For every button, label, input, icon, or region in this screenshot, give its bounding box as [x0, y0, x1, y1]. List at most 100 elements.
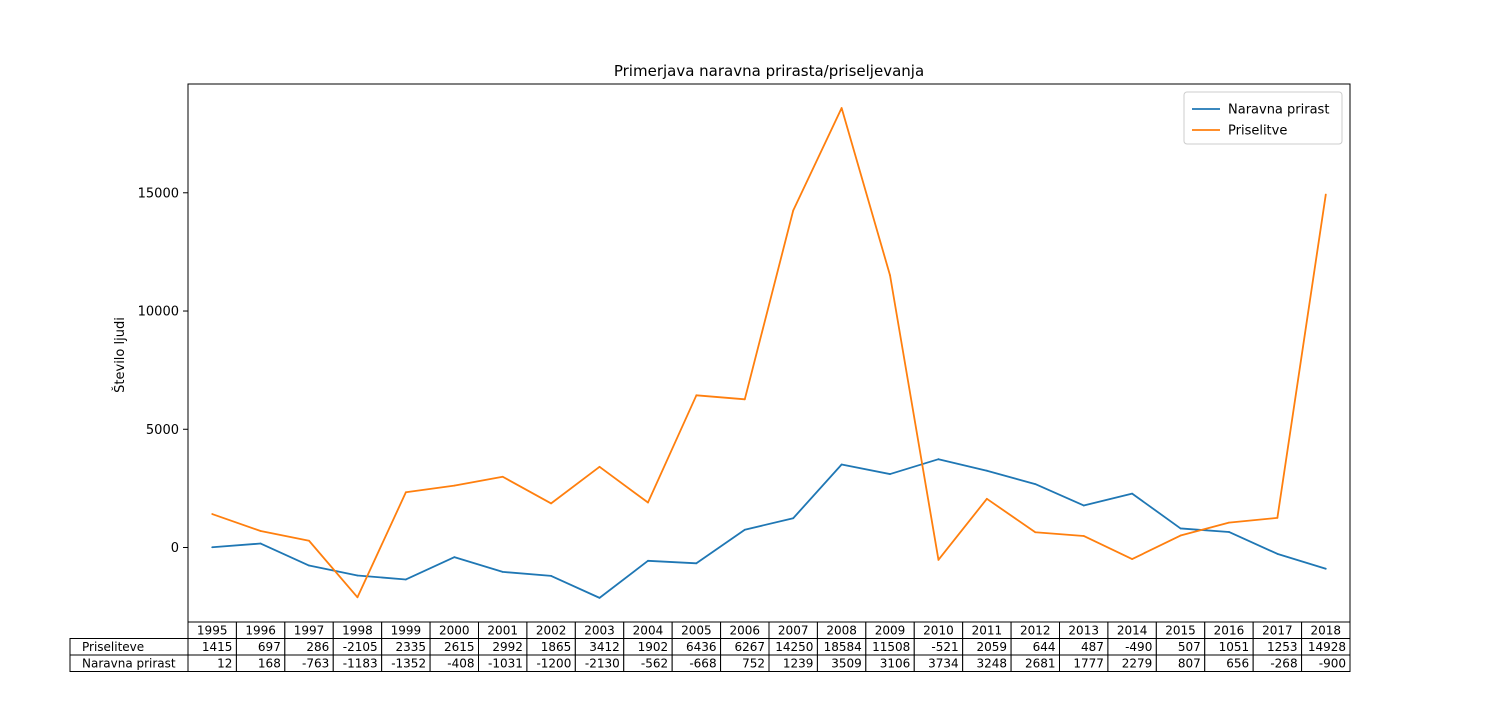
table-header-cell: 1998 — [342, 624, 373, 638]
data-point — [1179, 534, 1182, 537]
table-value-cell: 2615 — [444, 640, 475, 654]
table-header-cell: 2014 — [1117, 624, 1148, 638]
table-value-cell: -1352 — [391, 657, 426, 671]
table-value-cell: -2105 — [343, 640, 378, 654]
table-header-cell: 2002 — [536, 624, 567, 638]
table-value-cell: 1415 — [202, 640, 233, 654]
data-point — [1034, 531, 1037, 534]
y-tick-label: 5000 — [146, 423, 179, 438]
data-point — [1034, 483, 1037, 486]
table-header-cell: 2001 — [487, 624, 518, 638]
table-row-label: Naravna prirast — [82, 657, 176, 671]
table-value-cell: 3509 — [831, 657, 862, 671]
table-value-cell: -763 — [302, 657, 329, 671]
table-value-cell: 1239 — [783, 657, 814, 671]
table-value-cell: 807 — [1178, 657, 1201, 671]
data-point — [356, 596, 359, 599]
legend-label-0: Naravna prirast — [1228, 103, 1329, 118]
table-value-cell: 507 — [1178, 640, 1201, 654]
table-header-cell: 1997 — [294, 624, 325, 638]
table-row-label: Priseliteve — [82, 640, 144, 654]
table-header-cell: 2010 — [923, 624, 954, 638]
data-point — [937, 458, 940, 461]
table-header-cell: 2017 — [1262, 624, 1293, 638]
table-value-cell: 1777 — [1073, 657, 1104, 671]
data-point — [453, 556, 456, 559]
table-value-cell: 14928 — [1308, 640, 1346, 654]
table-header-cell: 2007 — [778, 624, 809, 638]
table-value-cell: 1051 — [1219, 640, 1250, 654]
table-header-cell: 2013 — [1068, 624, 1099, 638]
table-value-cell: 487 — [1081, 640, 1104, 654]
data-point — [259, 542, 262, 545]
data-point — [404, 491, 407, 494]
y-axis-label: Število ljudi — [112, 317, 128, 393]
table-value-cell: 12 — [217, 657, 232, 671]
data-table: 1995 1996 1997 1998 1999 2000 2001 2002 2003 2004… — [69, 621, 1351, 672]
data-point — [598, 596, 601, 599]
table-header-cell: 2003 — [584, 624, 615, 638]
y-axis: 0 5000 10000 15000 — [138, 186, 188, 556]
data-point — [743, 398, 746, 401]
table-value-cell: 11508 — [872, 640, 910, 654]
data-point — [501, 570, 504, 573]
data-point — [404, 578, 407, 581]
table-value-cell: -2130 — [585, 657, 620, 671]
data-point — [647, 501, 649, 504]
data-point — [308, 564, 310, 567]
data-point — [1276, 552, 1279, 555]
data-point — [647, 559, 649, 562]
table-header-cell: 2012 — [1020, 624, 1051, 638]
table-header-cell: 2015 — [1165, 624, 1196, 638]
table-value-cell: 3734 — [928, 657, 959, 671]
table-value-cell: 697 — [258, 640, 281, 654]
data-point — [1179, 527, 1182, 530]
table-header-cell: 2008 — [826, 624, 857, 638]
series-line-1 — [211, 107, 1327, 599]
table-header-cell: 1995 — [197, 624, 228, 638]
table-value-cell: -668 — [689, 657, 716, 671]
table-value-cell: 656 — [1226, 657, 1249, 671]
data-point — [695, 562, 698, 565]
data-point — [889, 274, 891, 277]
table-value-cell: -521 — [931, 640, 958, 654]
table-header-cell: 2000 — [439, 624, 470, 638]
y-tick-label: 15000 — [138, 186, 179, 201]
table-value-cell: 3106 — [880, 657, 911, 671]
table-value-cell: 2279 — [1122, 657, 1153, 671]
data-point — [985, 497, 988, 500]
table-header-cell: 2009 — [875, 624, 906, 638]
data-point — [743, 528, 746, 531]
data-point — [1228, 521, 1230, 524]
table-value-cell: -562 — [641, 657, 668, 671]
table-cell — [1301, 654, 1351, 672]
table-value-cell: 2059 — [977, 640, 1008, 654]
data-point — [840, 463, 843, 466]
series-line-0 — [212, 458, 1327, 599]
table-header-cell: 2011 — [972, 624, 1003, 638]
table-value-cell: 2681 — [1025, 657, 1056, 671]
table-value-cell: 644 — [1033, 640, 1056, 654]
data-point — [937, 558, 940, 561]
legend-box — [1183, 91, 1343, 145]
data-point — [985, 469, 988, 472]
table-value-cell: 14250 — [775, 640, 813, 654]
table-header-cell: 2018 — [1311, 624, 1342, 638]
table-value-cell: -1183 — [343, 657, 378, 671]
table-value-cell: -1031 — [488, 657, 523, 671]
table-value-cell: 6267 — [734, 640, 765, 654]
table-value-cell: -490 — [1125, 640, 1152, 654]
data-point — [211, 546, 214, 549]
table-header-cell: 2016 — [1214, 624, 1245, 638]
table-value-cell: 18584 — [824, 640, 862, 654]
y-tick-label: 10000 — [138, 305, 179, 320]
data-point — [308, 539, 310, 542]
chart-title: Primerjava naravna prirasta/priseljevanj… — [614, 62, 924, 80]
table-value-cell: 168 — [258, 657, 281, 671]
table-value-cell: 6436 — [686, 640, 717, 654]
data-point — [550, 574, 553, 577]
data-point — [792, 209, 795, 212]
data-point — [1131, 492, 1134, 495]
